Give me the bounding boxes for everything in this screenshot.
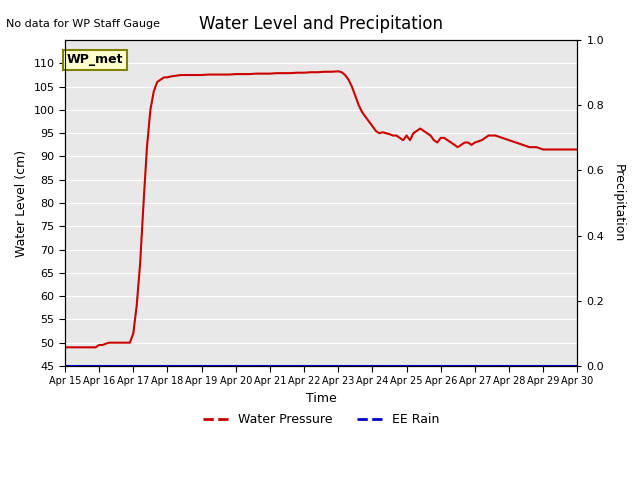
Legend: Water Pressure, EE Rain: Water Pressure, EE Rain [198,408,445,432]
Title: Water Level and Precipitation: Water Level and Precipitation [199,15,443,33]
Text: No data for WP Staff Gauge: No data for WP Staff Gauge [6,19,161,29]
Y-axis label: Precipitation: Precipitation [612,164,625,242]
Y-axis label: Water Level (cm): Water Level (cm) [15,149,28,257]
X-axis label: Time: Time [306,392,337,405]
Text: WP_met: WP_met [67,53,123,66]
